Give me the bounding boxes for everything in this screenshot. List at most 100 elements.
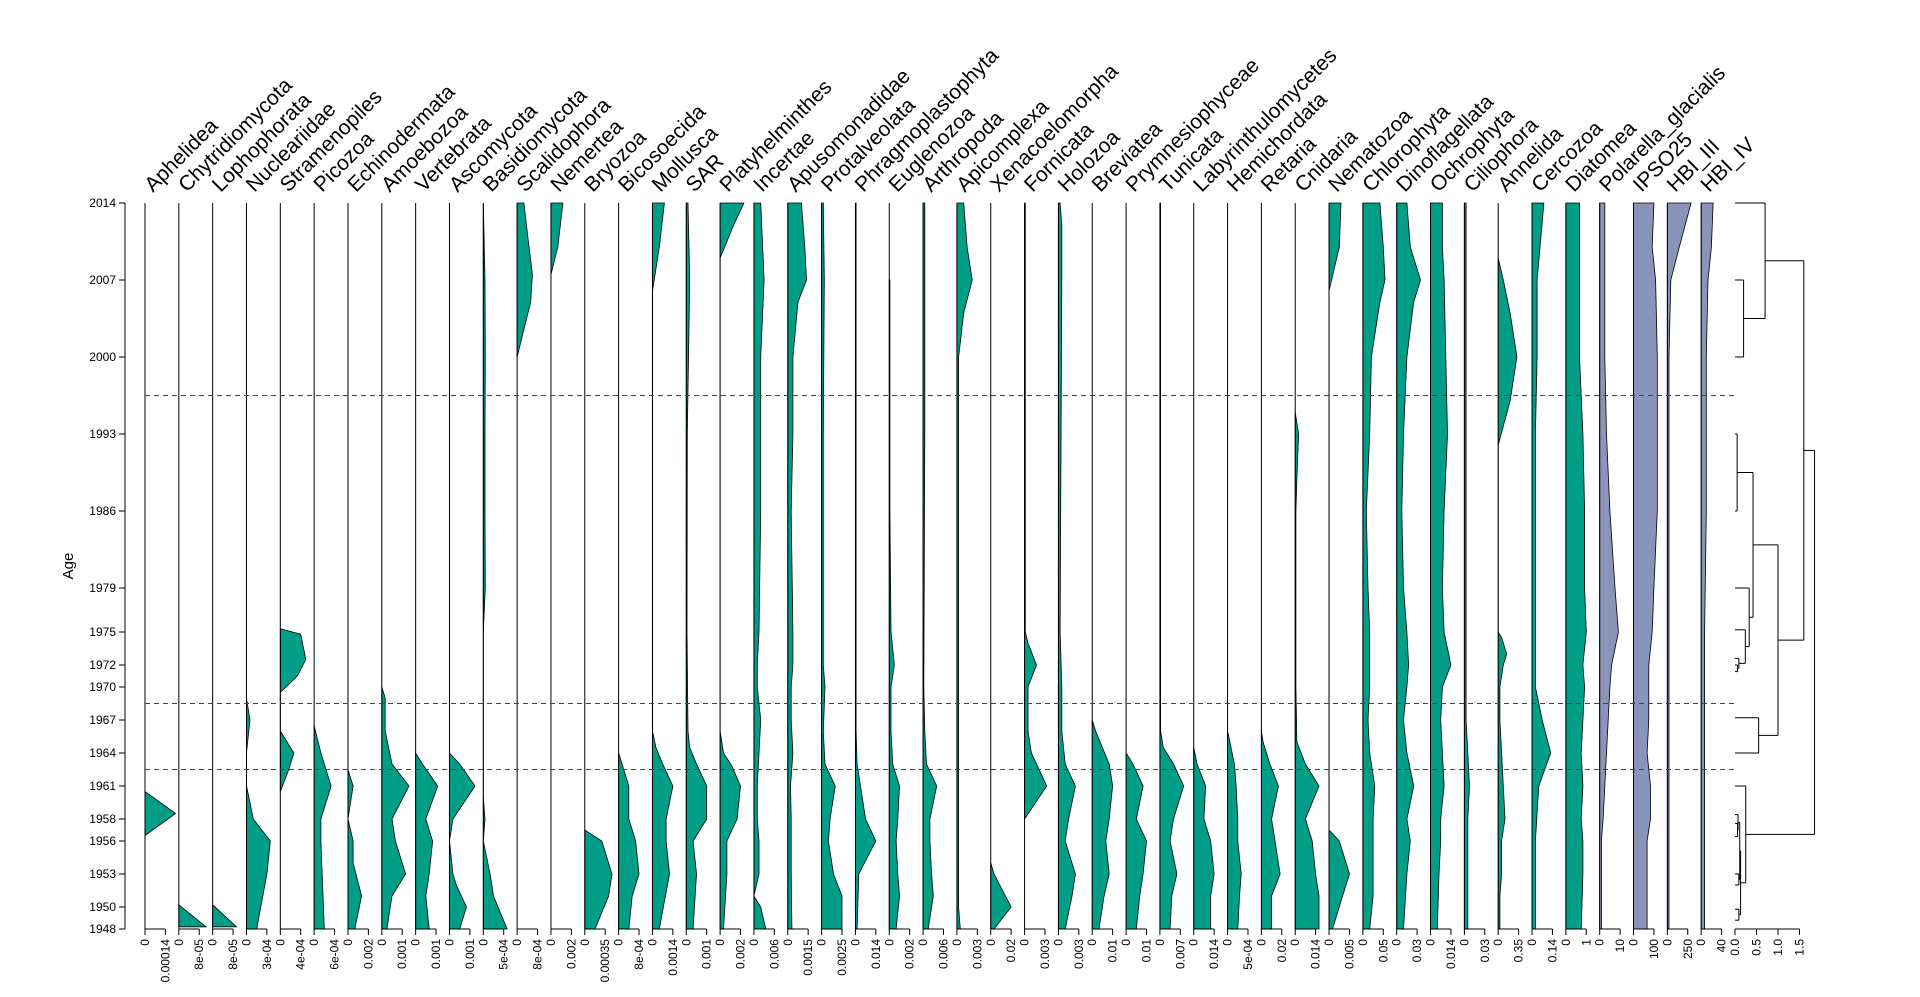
area-dinoflagellata (1396, 202, 1421, 930)
x-tick-label-prymnesiophyceae-0: 0 (1119, 939, 1133, 946)
x-tick-label-bryozoa-1: 0.00035 (598, 939, 612, 983)
area-amoebozoa (381, 686, 410, 930)
x-tick-label-echinodermata-1: 0.002 (361, 939, 375, 969)
area-bryozoa (584, 829, 613, 930)
x-tick-label-incertae-0: 0 (747, 939, 761, 946)
age-tick-label-1956: 1956 (89, 834, 116, 848)
x-tick-label-ascomycota-0: 0 (442, 939, 456, 946)
x-tick-label-hbi-iii-0: 0 (1660, 939, 1674, 946)
x-tick-label-euglenozoa-0: 0 (882, 939, 896, 946)
x-tick-label-aphelidea-1: 0.00014 (158, 939, 172, 983)
area-basidiomycota (482, 202, 508, 930)
area-apusomonadidae (787, 202, 807, 930)
area-protalveolata (821, 202, 843, 930)
x-tick-label-dinoflagellata-0: 0 (1390, 939, 1404, 946)
x-tick-label-cnidaria-1: 0.014 (1309, 939, 1323, 969)
area-echinodermata (347, 769, 363, 930)
area-vertebrata (414, 752, 439, 930)
area-polarella-glacialis (1599, 202, 1619, 930)
x-tick-label-holozoa-0: 0 (1051, 939, 1065, 946)
age-tick-label-1961: 1961 (89, 779, 116, 793)
x-tick-label-chlorophyta-0: 0 (1356, 939, 1370, 946)
age-tick-label-1958: 1958 (89, 812, 116, 826)
area-fornicata (1024, 202, 1048, 820)
x-tick-label-nematozoa-0: 0 (1322, 939, 1336, 946)
area-labyrinthulomycetes (1193, 747, 1215, 930)
x-tick-label-ascomycota-1: 0.001 (463, 939, 477, 969)
x-tick-label-breviatea-0: 0 (1085, 939, 1099, 946)
x-tick-label-nemertea-1: 0.002 (564, 939, 578, 969)
area-nematozoa (1328, 202, 1350, 930)
x-tick-label-incertae-1: 0.006 (767, 939, 781, 969)
area-arthropoda (922, 202, 938, 930)
x-tick-label-arthropoda-0: 0 (916, 939, 930, 946)
x-tick-label-bicosoecida-1: 8e-04 (632, 939, 646, 970)
area-lophophorata (212, 904, 238, 928)
x-tick-label-stramenopiles-0: 0 (273, 939, 287, 946)
x-tick-label-apicomplexa-1: 0.003 (970, 939, 984, 969)
area-cercozoa (1531, 202, 1552, 930)
x-tick-label-apusomonadidae-0: 0 (781, 939, 795, 946)
area-ochrophyta (1430, 202, 1452, 930)
x-tick-label-euglenozoa-1: 0.002 (903, 939, 917, 969)
area-tunicata (1159, 202, 1185, 930)
area-euglenozoa (888, 279, 900, 930)
zone-boundaries (145, 395, 1738, 770)
x-tick-label-scalidophora-1: 8e-04 (531, 939, 545, 970)
x-tick-label-ochrophyta-0: 0 (1424, 939, 1438, 946)
area-ciliophora (1463, 202, 1470, 930)
x-tick-label-bicosoecida-0: 0 (612, 939, 626, 946)
x-tick-label-polarella-glacialis-0: 0 (1593, 939, 1607, 946)
x-tick-label-amoebozoa-1: 0.001 (395, 939, 409, 969)
area-retaria (1260, 730, 1281, 930)
x-tick-label-platyhelminthes-1: 0.002 (734, 939, 748, 969)
x-tick-label-hbi-iv-0: 0 (1694, 939, 1708, 946)
x-tick-label-apicomplexa-0: 0 (950, 939, 964, 946)
x-tick-label-hbi-iv-1: 40 (1715, 939, 1729, 953)
x-tick-label-nucleariidae-1: 3e-04 (260, 939, 274, 970)
x-tick-label-annelida-0: 0 (1491, 939, 1505, 946)
x-tick-label-mollusca-1: 0.0014 (666, 939, 680, 976)
x-tick-label-fornicata-1: 0.003 (1038, 939, 1052, 969)
area-nemertea (550, 202, 564, 275)
age-tick-label-1964: 1964 (89, 746, 116, 760)
x-tick-label-mollusca-0: 0 (645, 939, 659, 946)
x-tick-label-aphelidea-0: 0 (138, 939, 152, 946)
area-stramenopiles (279, 628, 307, 792)
area-holozoa (1058, 202, 1076, 930)
x-tick-label-hemichordata-0: 0 (1221, 939, 1235, 946)
x-tick-label-holozoa-1: 0.003 (1072, 939, 1086, 969)
cluster-dendrogram: 0.0 0.5 1.0 1.5 (1728, 202, 1816, 956)
x-tick-label-phragmoplastophyta-1: 0.014 (869, 939, 883, 969)
area-prymnesiophyceae (1125, 752, 1147, 930)
age-tick-label-2000: 2000 (89, 350, 116, 364)
x-tick-label-labyrinthulomycetes-0: 0 (1187, 939, 1201, 946)
x-tick-label-ciliophora-1: 0.03 (1478, 939, 1492, 963)
age-tick-label-1967: 1967 (89, 713, 116, 727)
age-axis: Age 1948 1950 1953 1956 1958 1961 1964 1967 1970… (60, 196, 126, 936)
dendro-tick-label-3: 1.5 (1793, 939, 1807, 956)
x-tick-label-dinoflagellata-1: 0.03 (1410, 939, 1424, 963)
x-tick-label-sar-1: 0.001 (700, 939, 714, 969)
area-hemichordata (1227, 730, 1242, 930)
area-ipso25 (1633, 202, 1658, 930)
age-tick-label-2014: 2014 (89, 196, 116, 210)
area-mollusca (652, 202, 674, 930)
area-aphelidea (144, 790, 177, 837)
x-tick-label-ipso25-1: 100 (1647, 939, 1661, 959)
x-tick-label-prymnesiophyceae-1: 0.01 (1139, 939, 1153, 963)
